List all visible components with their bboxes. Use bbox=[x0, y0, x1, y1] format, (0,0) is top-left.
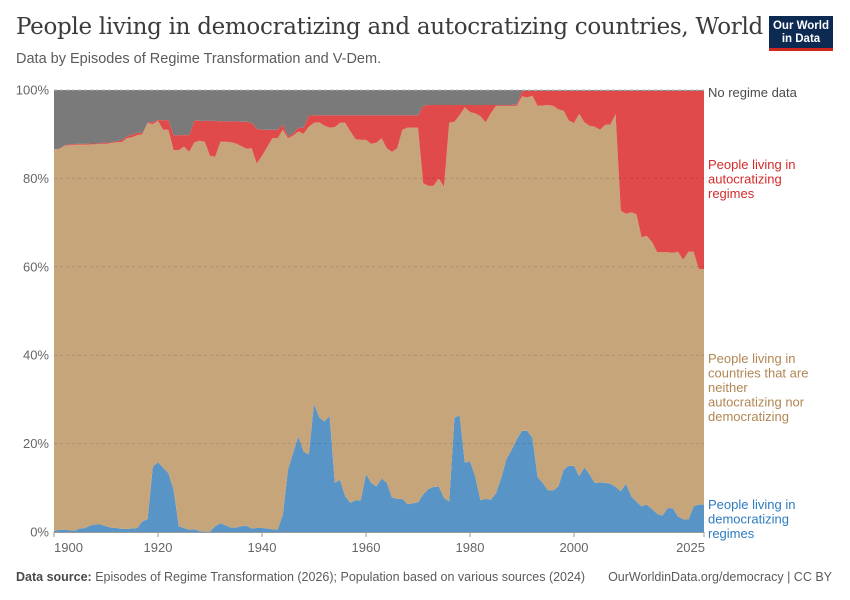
area-democratizing bbox=[54, 403, 704, 532]
series-label-line: No regime data bbox=[708, 85, 798, 100]
owid-logo[interactable]: Our World in Data bbox=[769, 16, 833, 51]
owid-link[interactable]: OurWorldinData.org/democracy | CC BY bbox=[608, 570, 832, 584]
series-label-line: autocratizing nor bbox=[708, 395, 805, 410]
y-tick-label: 100% bbox=[16, 83, 50, 98]
x-tick-label: 1980 bbox=[456, 540, 485, 555]
chart-title: People living in democratizing and autoc… bbox=[16, 14, 763, 40]
area-autocratizing bbox=[54, 90, 704, 270]
x-tick-label: 2025 bbox=[676, 540, 705, 555]
data-source: Data source: Episodes of Regime Transfor… bbox=[16, 570, 585, 584]
x-tick-label: 1900 bbox=[54, 540, 83, 555]
series-label-line: autocratizing bbox=[708, 172, 782, 187]
series-label-line: democratizing bbox=[708, 512, 789, 527]
series-label-line: regimes bbox=[708, 186, 755, 201]
x-tick-label: 2000 bbox=[560, 540, 589, 555]
series-label-autocratizing: People living in autocratizing regimes bbox=[708, 157, 795, 201]
y-tick-label: 40% bbox=[23, 348, 49, 363]
source-label: Data source: bbox=[16, 570, 92, 584]
x-tick-label: 1960 bbox=[352, 540, 381, 555]
area-layers bbox=[54, 90, 704, 532]
series-label-neither: People living in countries that are neithe… bbox=[708, 351, 808, 424]
area-no-data bbox=[54, 90, 704, 150]
series-label-democratizing: People living in democratizing regimes bbox=[708, 497, 795, 541]
chart-subtitle: Data by Episodes of Regime Transformatio… bbox=[16, 51, 382, 67]
area-neither bbox=[54, 95, 704, 532]
series-label-line: People living in bbox=[708, 497, 795, 512]
series-label-line: countries that are bbox=[708, 366, 808, 381]
x-axis-ticks: 1900 1920 1940 1960 1980 2000 2025 bbox=[53, 532, 705, 555]
y-tick-label: 20% bbox=[23, 436, 49, 451]
series-label-line: democratizing bbox=[708, 409, 789, 424]
gridlines bbox=[54, 89, 704, 533]
series-label-line: People living in bbox=[708, 157, 795, 172]
series-label-line: regimes bbox=[708, 526, 755, 541]
source-text: Episodes of Regime Transformation (2026)… bbox=[95, 570, 586, 584]
y-axis-ticks: 0% 20% 40% 60% 80% 100% bbox=[16, 83, 50, 540]
y-tick-label: 80% bbox=[23, 171, 49, 186]
series-label-no-data: No regime data bbox=[708, 85, 798, 100]
x-tick-label: 1920 bbox=[144, 540, 173, 555]
y-tick-label: 0% bbox=[30, 525, 49, 540]
y-tick-label: 60% bbox=[23, 259, 49, 274]
x-tick-label: 1940 bbox=[248, 540, 277, 555]
series-label-line: People living in bbox=[708, 351, 795, 366]
series-label-line: neither bbox=[708, 380, 748, 395]
